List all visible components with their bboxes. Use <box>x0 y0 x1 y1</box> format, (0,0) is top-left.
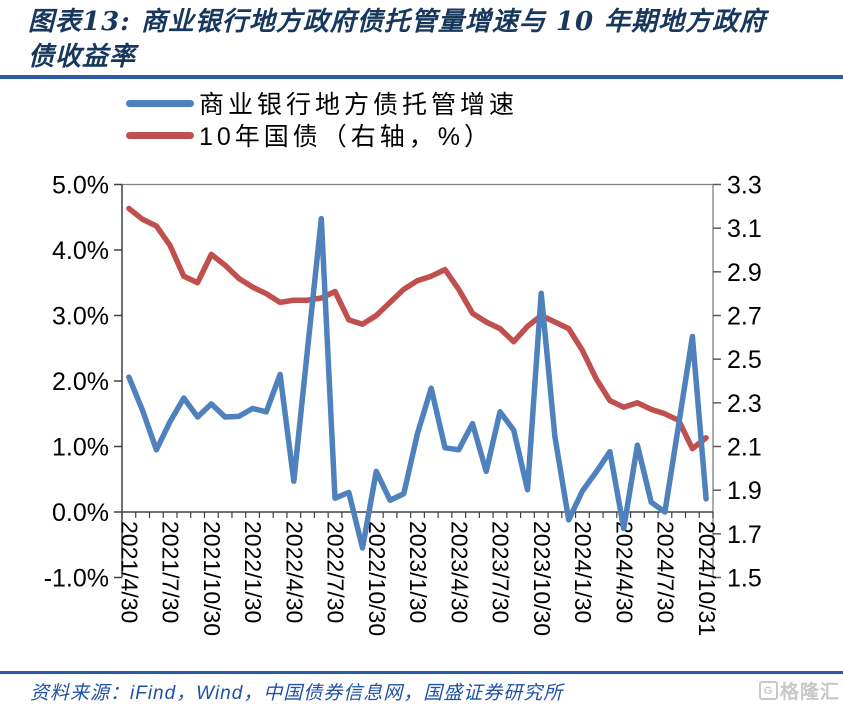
x-axis-label: 2022/7/30 <box>323 521 349 623</box>
figure-title: 图表13: 商业银行地方政府债托管量增速与 10 年期地方政府 债收益率 <box>28 5 828 75</box>
x-axis-label: 2023/7/30 <box>488 521 514 623</box>
left-axis-label: 3.0% <box>52 303 109 331</box>
x-axis-label: 2024/10/31 <box>694 521 720 636</box>
left-axis-label: 1.0% <box>52 434 109 462</box>
right-axis-label: 1.9 <box>727 477 762 505</box>
left-axis-label: 0.0% <box>52 499 109 527</box>
legend-label: 10年国债（右轴，%） <box>199 123 494 151</box>
gelonghui-logo-icon: G <box>758 681 778 700</box>
x-axis-label: 2022/4/30 <box>281 521 307 623</box>
treasury-yield-line <box>126 205 709 452</box>
legend-label: 商业银行地方债托管增速 <box>199 91 519 119</box>
footer-divider <box>0 671 843 674</box>
right-axis-label: 2.3 <box>727 390 762 418</box>
right-axis-label: 1.7 <box>727 521 762 549</box>
x-axis-label: 2024/7/30 <box>653 521 679 623</box>
left-axis-label: 4.0% <box>52 237 109 265</box>
legend-item-red: 10年国债（右轴，%） <box>126 119 518 151</box>
blue-line-swatch <box>126 99 194 107</box>
title-divider <box>0 75 843 79</box>
gelonghui-logo-text: 格隆汇 <box>779 682 840 703</box>
legend-item-blue: 商业银行地方债托管增速 <box>126 87 518 119</box>
left-axis-label: 2.0% <box>52 368 109 396</box>
right-axis-label: 2.5 <box>727 346 762 374</box>
custody-growth-line <box>126 215 709 551</box>
x-axis-label: 2023/1/30 <box>405 521 431 623</box>
x-axis-label: 2022/1/30 <box>240 521 266 623</box>
left-axis-label: -1.0% <box>44 565 109 593</box>
x-axis-label: 2023/10/30 <box>529 521 555 636</box>
right-axis-label: 3.1 <box>727 215 762 243</box>
x-axis-label: 2021/7/30 <box>158 521 184 623</box>
red-line-swatch <box>126 131 194 139</box>
x-axis-label: 2024/4/30 <box>611 521 637 623</box>
x-axis-label: 2021/4/30 <box>117 521 143 623</box>
x-axis-label: 2023/4/30 <box>446 521 472 623</box>
gelonghui-watermark: G 格隆汇 <box>758 677 840 704</box>
right-axis-label: 2.9 <box>727 259 762 287</box>
x-axis-label: 2024/1/30 <box>570 521 596 623</box>
chart-legend: 商业银行地方债托管增速 10年国债（右轴，%） <box>126 87 518 151</box>
right-axis-label: 2.1 <box>727 434 762 462</box>
left-axis-label: 5.0% <box>52 172 109 200</box>
figure-title-line1: 图表13: 商业银行地方政府债托管量增速与 10 年期地方政府 <box>28 7 767 37</box>
x-axis-label: 2021/10/30 <box>199 521 225 636</box>
right-axis-label: 2.7 <box>727 303 762 331</box>
x-axis-label: 2022/10/30 <box>364 521 390 636</box>
right-axis-label: 3.3 <box>727 172 762 200</box>
source-note: 资料来源：iFind，Wind，中国债券信息网，国盛证券研究所 <box>30 683 564 704</box>
right-axis-label: 1.5 <box>727 565 762 593</box>
figure-title-line2: 债收益率 <box>28 42 137 72</box>
